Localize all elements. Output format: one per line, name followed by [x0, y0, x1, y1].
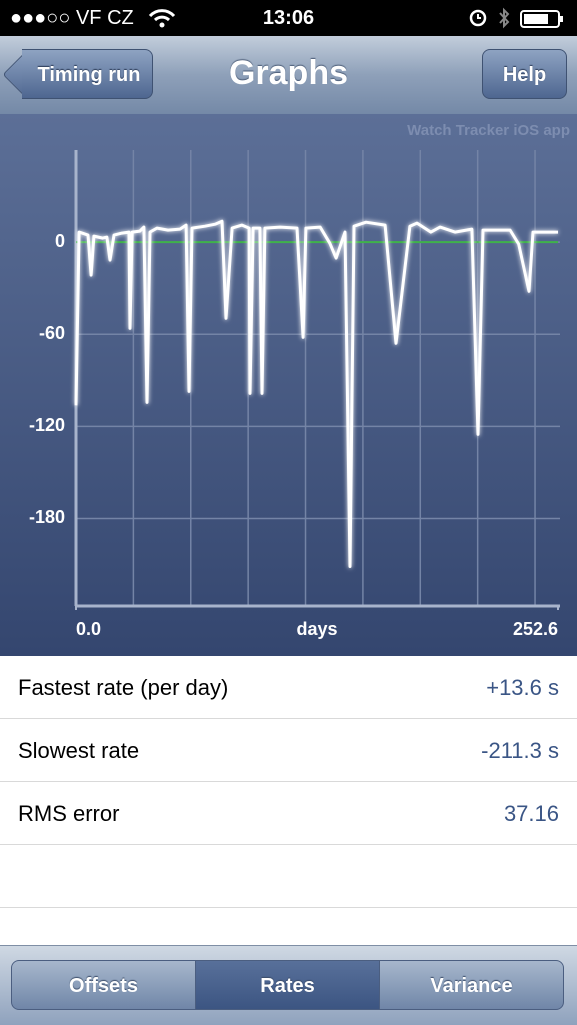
back-button[interactable]: Timing run: [22, 49, 153, 99]
nav-bar: Timing run Graphs Help: [0, 36, 577, 115]
row-label: RMS error: [18, 801, 120, 826]
clock: 13:06: [262, 7, 315, 29]
row-value: +13.6 s: [486, 675, 559, 700]
status-bar: ●●●○○ VF CZ 13:06: [0, 0, 577, 36]
y-tick-label: -180: [29, 507, 65, 527]
wifi-icon: [148, 9, 176, 28]
tab-bar: Offsets Rates Variance: [0, 945, 577, 1025]
data-line: [74, 219, 558, 568]
table-row: RMS error 37.16: [0, 782, 577, 845]
tab-button[interactable]: Offsets: [11, 960, 196, 1010]
y-tick-label: -120: [29, 415, 65, 435]
y-tick-label: 0: [55, 231, 65, 251]
help-button[interactable]: Help: [482, 49, 567, 99]
nav-title: Graphs: [228, 54, 349, 92]
tab-button[interactable]: Rates: [195, 960, 380, 1010]
row-value: -211.3 s: [481, 738, 559, 763]
row-value: 37.16: [503, 801, 559, 826]
x-axis-label: days: [296, 619, 337, 639]
status-icons: [469, 7, 563, 29]
chart: Watch Tracker iOS app 0 -60 -120 -180 0.0 252…: [0, 114, 577, 656]
tab-button[interactable]: Variance: [379, 960, 564, 1010]
carrier: ●●●○○ VF CZ: [10, 7, 134, 29]
y-tick-label: -60: [39, 323, 65, 343]
chart-background: [0, 114, 577, 656]
row-label: Slowest rate: [18, 738, 140, 763]
x-tick-label: 252.6: [513, 619, 558, 639]
watermark: Watch Tracker iOS app: [407, 122, 570, 139]
row-label: Fastest rate (per day): [18, 675, 229, 700]
table-row: Slowest rate -211.3 s: [0, 719, 577, 782]
x-tick-label: 0.0: [76, 619, 101, 639]
table-row: Fastest rate (per day) +13.6 s: [0, 656, 577, 719]
empty-row: [0, 845, 577, 908]
